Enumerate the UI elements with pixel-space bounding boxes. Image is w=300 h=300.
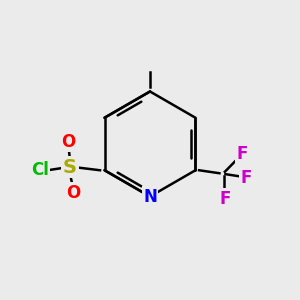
Text: N: N — [143, 188, 157, 206]
Text: O: O — [66, 184, 80, 202]
Text: O: O — [61, 133, 76, 151]
Text: F: F — [236, 145, 248, 163]
Text: S: S — [63, 158, 77, 177]
Text: F: F — [241, 169, 252, 187]
Text: Cl: Cl — [31, 161, 49, 179]
Text: F: F — [220, 190, 231, 208]
